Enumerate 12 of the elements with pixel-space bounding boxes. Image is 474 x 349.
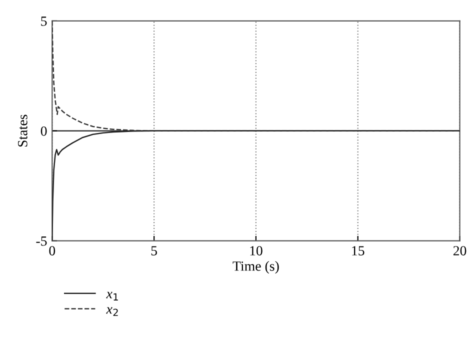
x-tick-label: 0 bbox=[49, 246, 56, 256]
x-axis-title: Time (s) bbox=[232, 261, 279, 274]
x-tick-label: 20 bbox=[453, 246, 466, 256]
x-tick-label: 5 bbox=[151, 246, 157, 256]
y-axis-title: States bbox=[18, 114, 28, 147]
y-tick-label: 0 bbox=[40, 126, 47, 136]
legend-label: x$_{1}$ bbox=[106, 292, 118, 300]
legend-label: x$_{2}$ bbox=[106, 307, 118, 316]
y-tick-label: -5 bbox=[36, 236, 47, 246]
x-tick-label: 10 bbox=[250, 246, 262, 256]
y-tick-label: 5 bbox=[41, 16, 47, 26]
x-tick-label: 15 bbox=[352, 246, 364, 256]
